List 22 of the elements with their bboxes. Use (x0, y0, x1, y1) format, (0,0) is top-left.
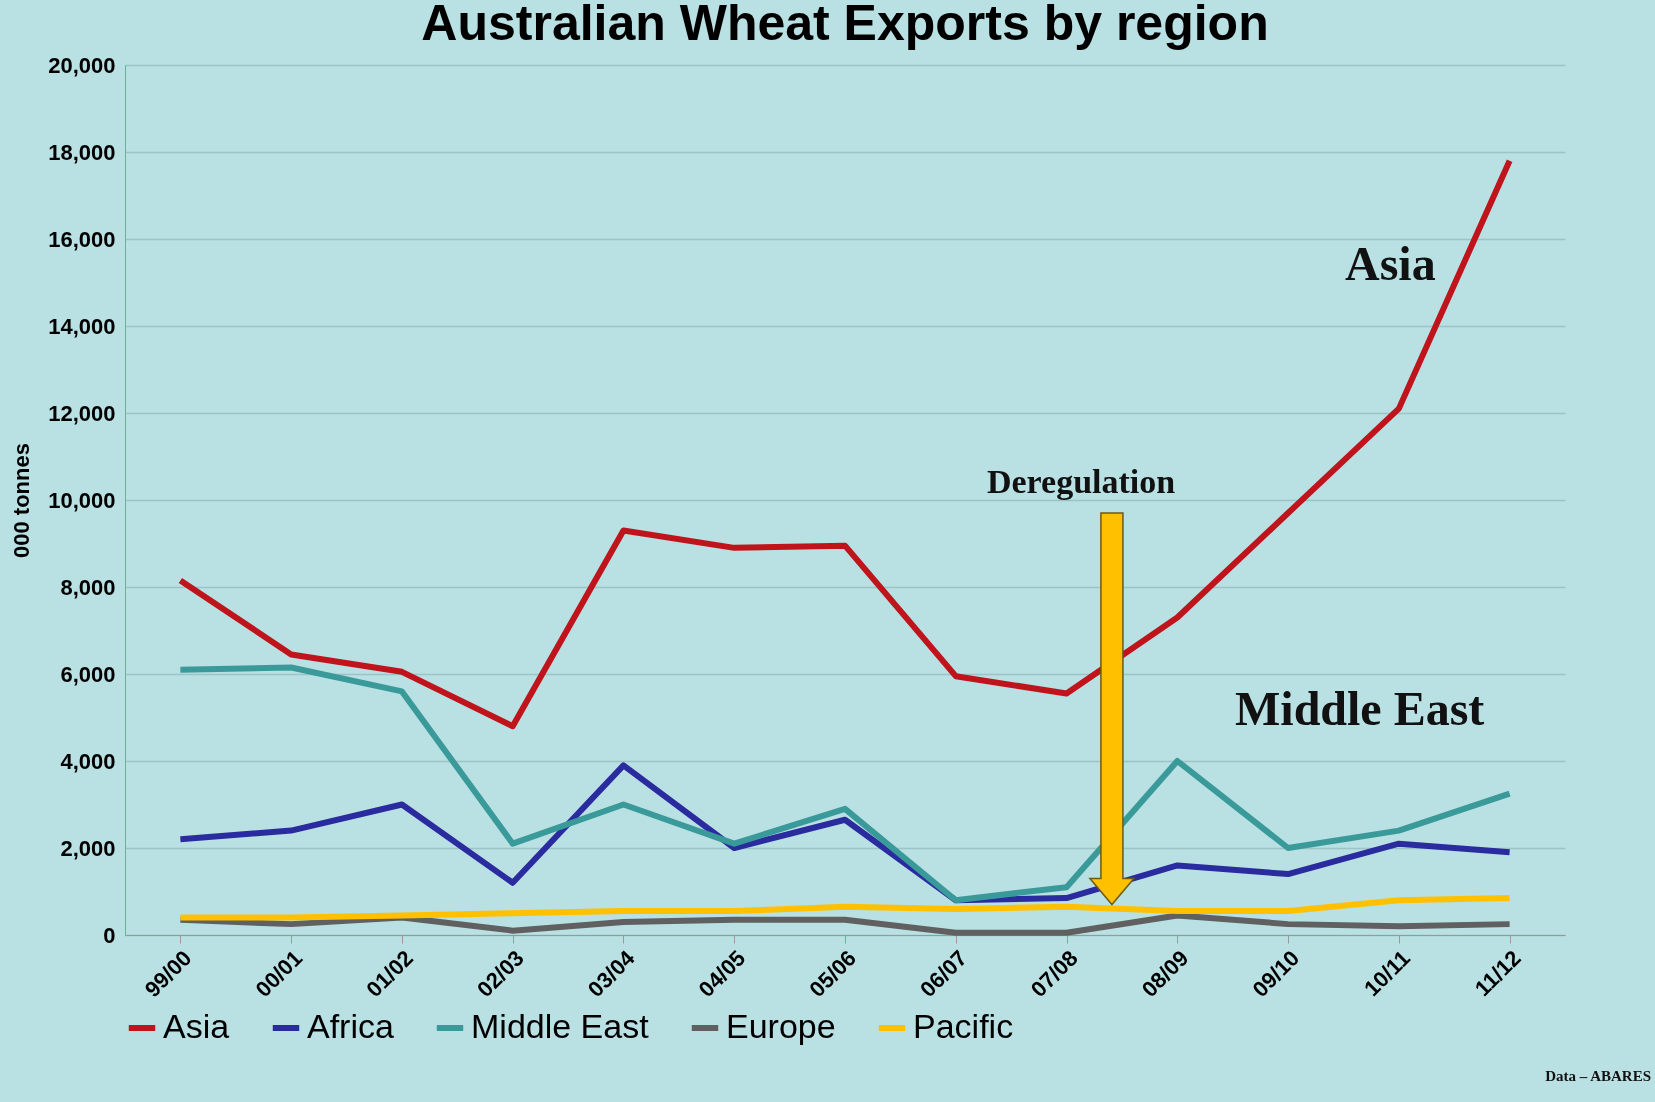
legend-label: Africa (307, 1007, 394, 1045)
legend-label: Europe (726, 1007, 836, 1045)
y-tick-label: 14,000 (48, 313, 116, 339)
legend-label: Pacific (913, 1007, 1014, 1045)
chart-title: Australian Wheat Exports by region (421, 0, 1269, 51)
annotation: Asia (1345, 237, 1436, 290)
y-axis-title: 000 tonnes (9, 443, 35, 558)
y-tick-label: 16,000 (48, 226, 116, 252)
y-tick-label: 4,000 (60, 748, 116, 774)
text: Data – ABARES (1545, 1068, 1651, 1084)
y-tick-label: 0 (103, 922, 116, 948)
y-tick-label: 10,000 (48, 487, 116, 513)
legend-label: Middle East (471, 1007, 650, 1045)
y-tick-label: 8,000 (60, 574, 116, 600)
legend-label: Asia (163, 1007, 230, 1045)
annotation: Deregulation (986, 463, 1176, 500)
y-tick-label: 12,000 (48, 400, 116, 426)
y-tick-label: 18,000 (48, 139, 116, 165)
y-tick-label: 6,000 (60, 661, 116, 687)
annotation: Middle East (1235, 682, 1485, 735)
y-tick-label: 2,000 (60, 835, 116, 861)
y-tick-label: 20,000 (48, 52, 116, 78)
